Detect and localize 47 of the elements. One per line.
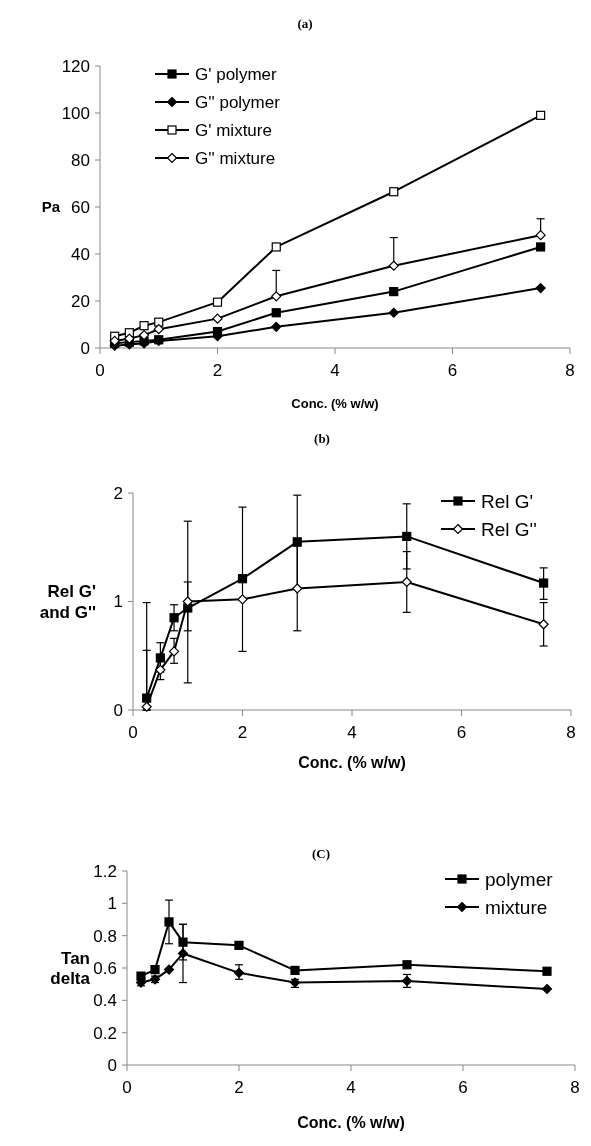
y-tick-label: 0 xyxy=(107,1055,117,1075)
y-tick-label: 0.8 xyxy=(93,926,117,946)
legend-label: Rel G' xyxy=(481,490,534,512)
chart-title: (a) xyxy=(297,16,313,31)
y-tick-label: 60 xyxy=(71,197,90,217)
y-tick-label: 1.2 xyxy=(93,861,117,881)
chart-title: (b) xyxy=(314,431,330,446)
chart-title: (C) xyxy=(311,846,331,861)
x-tick-label: 2 xyxy=(234,1078,244,1097)
y-tick-label: 1 xyxy=(107,894,117,914)
x-tick-label: 2 xyxy=(237,723,248,742)
y-tick-label: 120 xyxy=(61,56,90,76)
legend-label: G' mixture xyxy=(195,120,272,140)
y-tick-label: 0 xyxy=(80,338,90,358)
y-tick-label: 80 xyxy=(71,150,90,170)
legend-label: G' polymer xyxy=(195,64,277,84)
x-tick-label: 0 xyxy=(128,723,138,742)
y-tick-label: 20 xyxy=(71,291,90,311)
x-tick-label: 6 xyxy=(456,723,467,742)
legend-label: polymer xyxy=(485,868,554,890)
y-tick-label: 1 xyxy=(113,592,123,612)
x-tick-label: 6 xyxy=(447,361,458,380)
x-tick-label: 8 xyxy=(566,723,576,742)
y-axis-title: Rel G' and G'' xyxy=(39,582,96,622)
y-tick-label: 2 xyxy=(113,483,123,503)
x-tick-label: 4 xyxy=(346,1078,356,1097)
y-axis-title: Tan delta xyxy=(50,948,91,989)
x-tick-label: 6 xyxy=(458,1078,468,1097)
y-tick-label: 100 xyxy=(61,103,90,123)
x-axis-title: Conc. (% w/w) xyxy=(291,396,379,411)
x-tick-label: 8 xyxy=(565,361,575,380)
y-tick-label: 40 xyxy=(71,244,90,264)
x-tick-label: 4 xyxy=(347,723,357,742)
y-axis-title: Pa xyxy=(41,198,61,216)
x-axis-title: Conc. (% w/w) xyxy=(297,1114,405,1131)
x-axis-title: Conc. (% w/w) xyxy=(298,754,406,771)
legend-label: Rel G'' xyxy=(481,518,537,540)
legend-label: G'' polymer xyxy=(195,92,281,112)
y-tick-label: 0.6 xyxy=(93,958,117,978)
x-tick-label: 4 xyxy=(330,361,340,380)
x-tick-label: 2 xyxy=(212,361,223,380)
y-tick-label: 0.2 xyxy=(93,1023,117,1043)
legend-label: mixture xyxy=(485,896,548,918)
legend-label: G'' mixture xyxy=(195,148,276,168)
y-tick-label: 0 xyxy=(113,700,123,720)
x-tick-label: 8 xyxy=(570,1078,580,1097)
y-tick-label: 0.4 xyxy=(93,991,117,1011)
